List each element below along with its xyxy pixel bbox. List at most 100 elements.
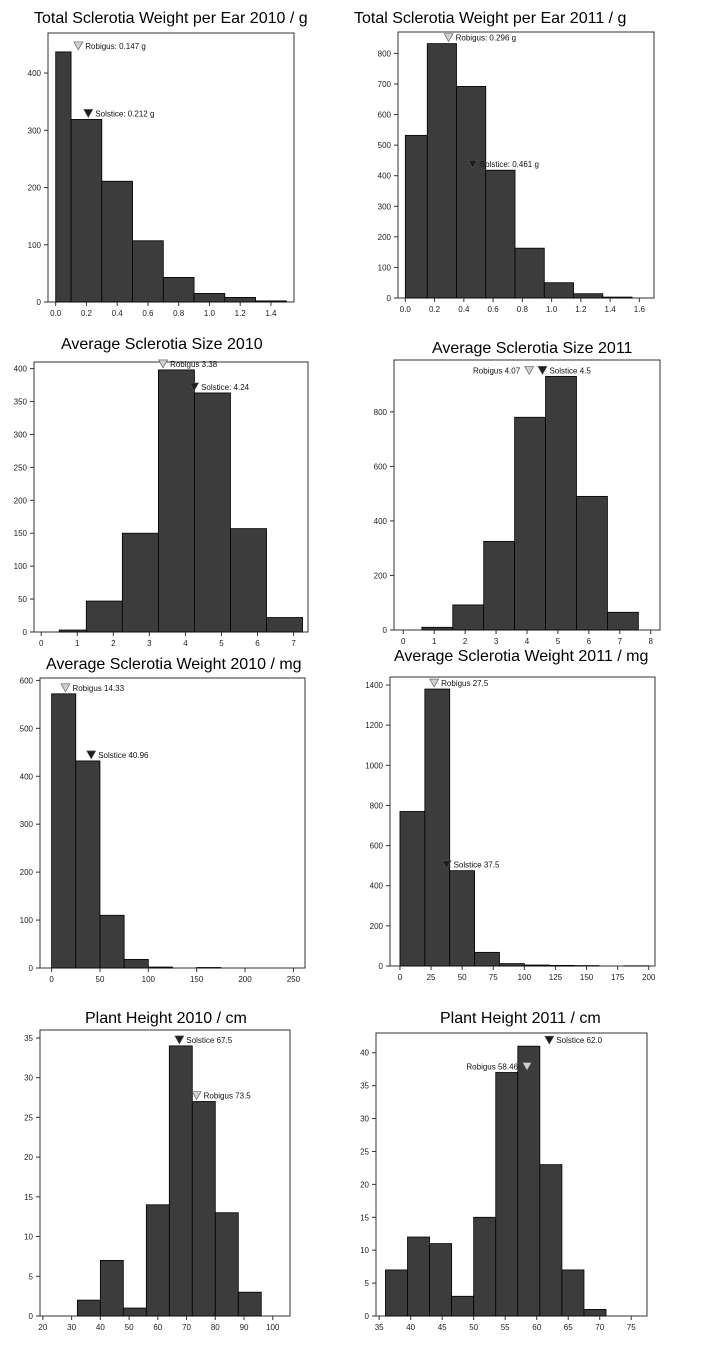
x-tick-label: 4 [525,637,530,646]
solstice-marker [544,1035,555,1045]
x-tick-label: 6 [587,637,592,646]
robigus-label: Robigus: 0.296 g [456,34,517,43]
x-tick-label: 200 [642,973,656,982]
histogram-chart: 0 1 2 3 4 5 6 7 8 0 200 400 600 800 Robigus 4.07 Solsti… [374,359,661,646]
chart-title: Average Sclerotia Weight 2011 / mg [394,648,649,665]
robigus-label: Robigus 14.33 [72,684,124,693]
x-tick-label: 0 [39,639,44,648]
histogram-bar [485,169,516,299]
x-tick-label: 60 [532,1323,541,1332]
histogram-bar [147,966,173,969]
histogram-bar [495,1072,519,1317]
x-tick-label: 1.2 [575,305,587,314]
x-tick-label: 8 [648,637,653,646]
y-tick-label: 1000 [365,761,383,770]
x-tick-label: 0.0 [400,305,412,314]
y-tick-label: 20 [24,1153,33,1162]
x-tick-label: 1.6 [634,305,646,314]
x-tick-label: 70 [182,1323,191,1332]
x-tick-label: 1.0 [204,309,216,318]
histogram-bar [121,532,159,633]
histogram-bar [473,1216,497,1317]
x-tick-label: 25 [427,973,436,982]
x-tick-label: 40 [96,1323,105,1332]
x-tick-label: 2 [463,637,468,646]
histogram-bar [429,1243,453,1317]
chart-title: Total Sclerotia Weight per Ear 2011 / g [354,10,627,27]
histogram-bar [483,540,516,631]
x-tick-label: 65 [564,1323,573,1332]
y-tick-label: 200 [14,496,28,505]
y-tick-label: 600 [378,111,392,120]
x-tick-label: 150 [190,975,204,984]
solstice-marker [441,860,452,870]
histogram-bar [193,293,226,303]
histogram-bar [99,914,125,969]
x-tick-label: 7 [291,639,296,648]
histogram-chart: 0.0 0.2 0.4 0.6 0.8 1.0 1.2 1.4 1.6 0 100 200 300 400… [378,31,655,314]
histogram-bar [539,1164,563,1317]
histogram-bar [548,964,575,967]
solstice-label: Solstice 4.5 [549,366,591,375]
robigus-marker [429,678,440,688]
x-tick-label: 1.4 [265,309,277,318]
x-tick-label: 150 [580,973,594,982]
y-tick-label: 200 [378,233,392,242]
x-tick-label: 1.0 [546,305,558,314]
histogram-bar [514,247,545,299]
y-tick-label: 200 [374,571,388,580]
x-tick-label: 175 [611,973,625,982]
x-tick-label: 3 [147,639,152,648]
solstice-marker [174,1035,185,1045]
histogram-bar [456,86,487,299]
histogram-bar [545,375,577,631]
y-tick-label: 400 [14,365,28,374]
robigus-marker [60,683,71,693]
solstice-label: Solstice: 4.24 [201,383,250,392]
solstice-marker [86,750,97,760]
robigus-marker [443,33,454,43]
histogram-bar [583,1309,607,1317]
y-tick-label: 300 [14,430,28,439]
solstice-marker [189,382,200,392]
x-tick-label: 20 [38,1323,47,1332]
y-tick-label: 600 [370,842,384,851]
robigus-marker [158,359,169,369]
chart-title: Average Sclerotia Size 2011 [432,340,633,357]
histogram-bar [474,951,500,967]
chart-panel-2: Total Sclerotia Weight per Ear 2011 / g … [352,0,705,325]
robigus-label: Robigus 58.46 [466,1062,518,1071]
y-tick-label: 30 [24,1074,33,1083]
histogram-bar [404,134,428,299]
chart-panel-5: Average Sclerotia Weight 2010 / mg 0 50 10… [0,650,352,984]
histogram-bar [99,1259,124,1317]
solstice-label: Solstice 37.5 [454,861,500,870]
x-tick-label: 1.4 [605,305,617,314]
x-tick-label: 0 [398,973,403,982]
y-tick-label: 50 [18,595,27,604]
histogram-bar [407,1236,430,1317]
histogram-bar [602,296,633,299]
histogram-bar [421,626,454,631]
x-tick-label: 1 [75,639,80,648]
histogram-chart: 0 25 50 75 100 125 150 175 200 0 200 400 600 800 1000 1… [365,676,656,982]
x-tick-label: 0.4 [458,305,470,314]
y-tick-label: 100 [378,263,392,272]
solstice-marker [83,109,94,119]
chart-title: Average Sclerotia Weight 2010 / mg [46,656,302,673]
robigus-label: Robigus 3.38 [170,360,218,369]
y-tick-label: 600 [374,462,388,471]
y-tick-label: 15 [24,1193,33,1202]
histogram-bar [58,629,87,633]
x-tick-label: 3 [494,637,499,646]
x-tick-label: 0.6 [142,309,154,318]
histogram-bar [499,963,525,967]
y-tick-label: 200 [20,868,34,877]
histogram-chart: 35 40 45 50 55 60 65 70 75 0 5 10 15 20 25 30 35 40 Robigu… [360,1032,648,1332]
solstice-label: Solstice: 0.461 g [480,160,539,169]
x-tick-label: 4 [183,639,188,648]
x-tick-label: 2 [111,639,116,648]
y-tick-label: 700 [378,80,392,89]
histogram-bar [523,964,550,967]
y-tick-label: 15 [360,1213,369,1222]
